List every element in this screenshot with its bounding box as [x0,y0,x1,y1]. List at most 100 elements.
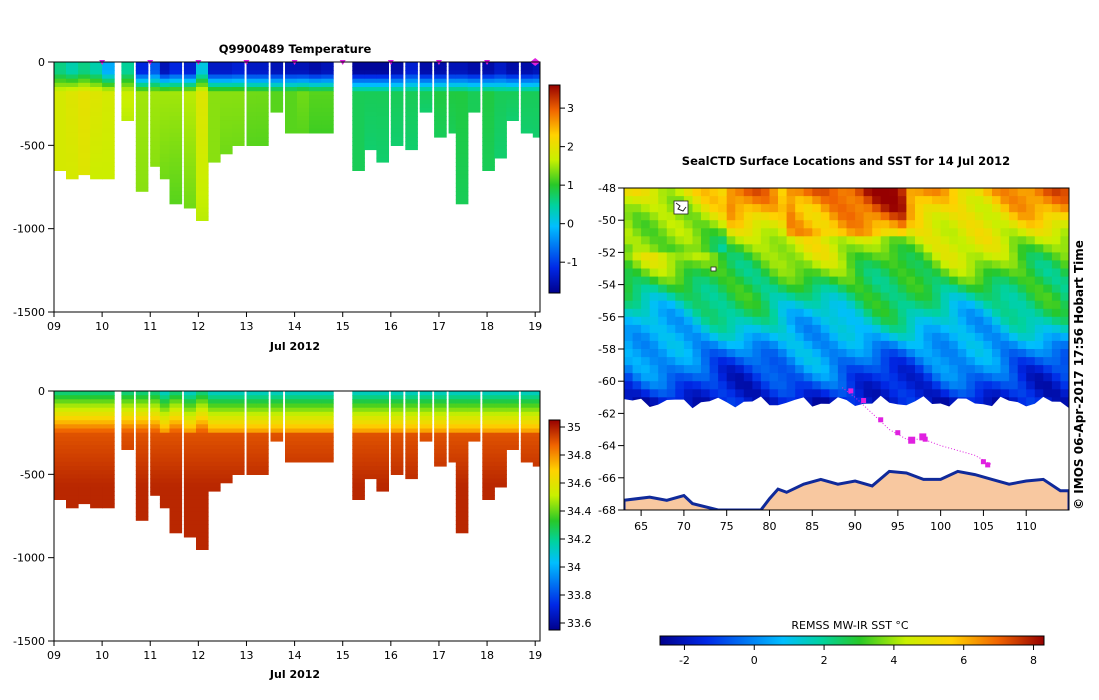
profile-cell-19 [297,407,310,413]
sst-cell [658,244,668,253]
sst-cell [641,268,651,278]
sst-cell [1060,260,1069,270]
profile-cell-10 [183,70,197,76]
sst-cell [641,332,651,342]
profile-cell-31 [467,395,481,400]
sst-cell [1000,332,1010,342]
profile-cell-27 [419,87,433,92]
profile-cell-1 [66,395,79,400]
sst-cell [992,244,1002,253]
sst-cell [726,260,736,270]
profile-cell-29 [448,103,462,109]
profile-cell-23 [364,466,377,471]
profile-cell-9 [169,524,183,530]
profile-cell-4 [102,407,115,413]
profile-cell-17 [270,424,284,430]
sst-cell [718,373,728,382]
sst-cell [649,188,659,197]
profile-cell-28 [434,78,447,84]
profile-cell-0 [54,407,67,413]
profile-cell-14 [232,95,245,101]
profile-cell-12 [208,436,221,442]
sst-cell [915,284,925,294]
profile-cell-27 [419,407,433,413]
sst-cell [932,332,942,342]
sst-cell [641,324,651,334]
profile-cell-3 [90,82,103,88]
profile-cell-26 [405,99,418,105]
profile-cell-16 [256,428,269,434]
sst-cell [718,316,728,326]
profile-cell-32 [482,466,495,471]
profile-cell-2 [78,153,91,159]
sst-cell [726,276,736,286]
profile-cell-30 [455,424,469,430]
sst-cell [752,373,762,382]
profile-cell-10 [183,395,197,400]
profile-cell-4 [102,82,115,88]
sst-cell [786,373,796,382]
profile-cell-23 [364,420,377,425]
sst-cell [778,340,788,350]
profile-cell-18 [285,441,298,446]
profile-cell-11 [196,449,209,455]
sst-cell [940,236,950,245]
profile-cell-30 [455,436,469,442]
profile-cell-32 [482,474,495,480]
sst-cell [897,188,907,197]
sst-cell [641,228,651,237]
profile-cell-35 [520,424,534,430]
profile-cell-26 [405,137,418,142]
sst-cell [649,316,659,326]
profile-cell-28 [434,449,447,455]
sst-cell [974,308,985,318]
profile-cell-13 [220,424,233,430]
sst-cell [709,196,719,205]
colorbar-tick-label: 1 [567,179,574,192]
profile-cell-2 [78,470,91,475]
profile-cell-15 [246,107,260,113]
profile-cell-24 [376,112,389,117]
sst-cell [803,373,813,382]
sst-cell [897,332,907,342]
sst-cell [889,357,899,366]
profile-cell-10 [183,157,197,163]
profile-cell-15 [246,470,260,475]
sst-cell [778,268,788,278]
profile-cell-23 [364,436,377,442]
sst-cell [1026,228,1036,237]
profile-cell-16 [256,445,269,450]
sst-cell [1017,349,1027,358]
sst-cell [983,397,993,406]
sst-cell [837,349,848,358]
profile-cell-36 [532,411,540,417]
profile-cell-27 [419,403,433,409]
profile-cell-5 [121,116,134,121]
profile-cell-6 [135,428,149,434]
profile-cell-2 [78,491,91,496]
profile-cell-28 [434,128,447,134]
profile-cell-0 [54,62,67,67]
profile-cell-0 [54,424,67,430]
profile-cell-30 [455,99,469,105]
profile-cell-4 [102,503,115,509]
sst-cell [1026,381,1036,390]
profile-cell-1 [66,70,79,76]
sst-cell [820,349,830,358]
profile-cell-25 [390,116,404,121]
profile-cell-5 [121,82,134,88]
profile-cell-7 [150,399,163,405]
sst-cell [701,389,711,398]
profile-cell-13 [220,66,233,71]
sst-cell [718,308,728,318]
sst-cell [743,220,753,229]
profile-cell-6 [135,153,149,159]
sst-cell [718,244,728,253]
profile-cell-2 [78,149,91,155]
profile-cell-30 [455,120,469,126]
profile-cell-16 [256,407,269,413]
sst-cell [906,349,916,358]
profile-cell-24 [376,466,389,471]
profile-cell-10 [183,495,197,500]
profile-cell-4 [102,66,115,71]
